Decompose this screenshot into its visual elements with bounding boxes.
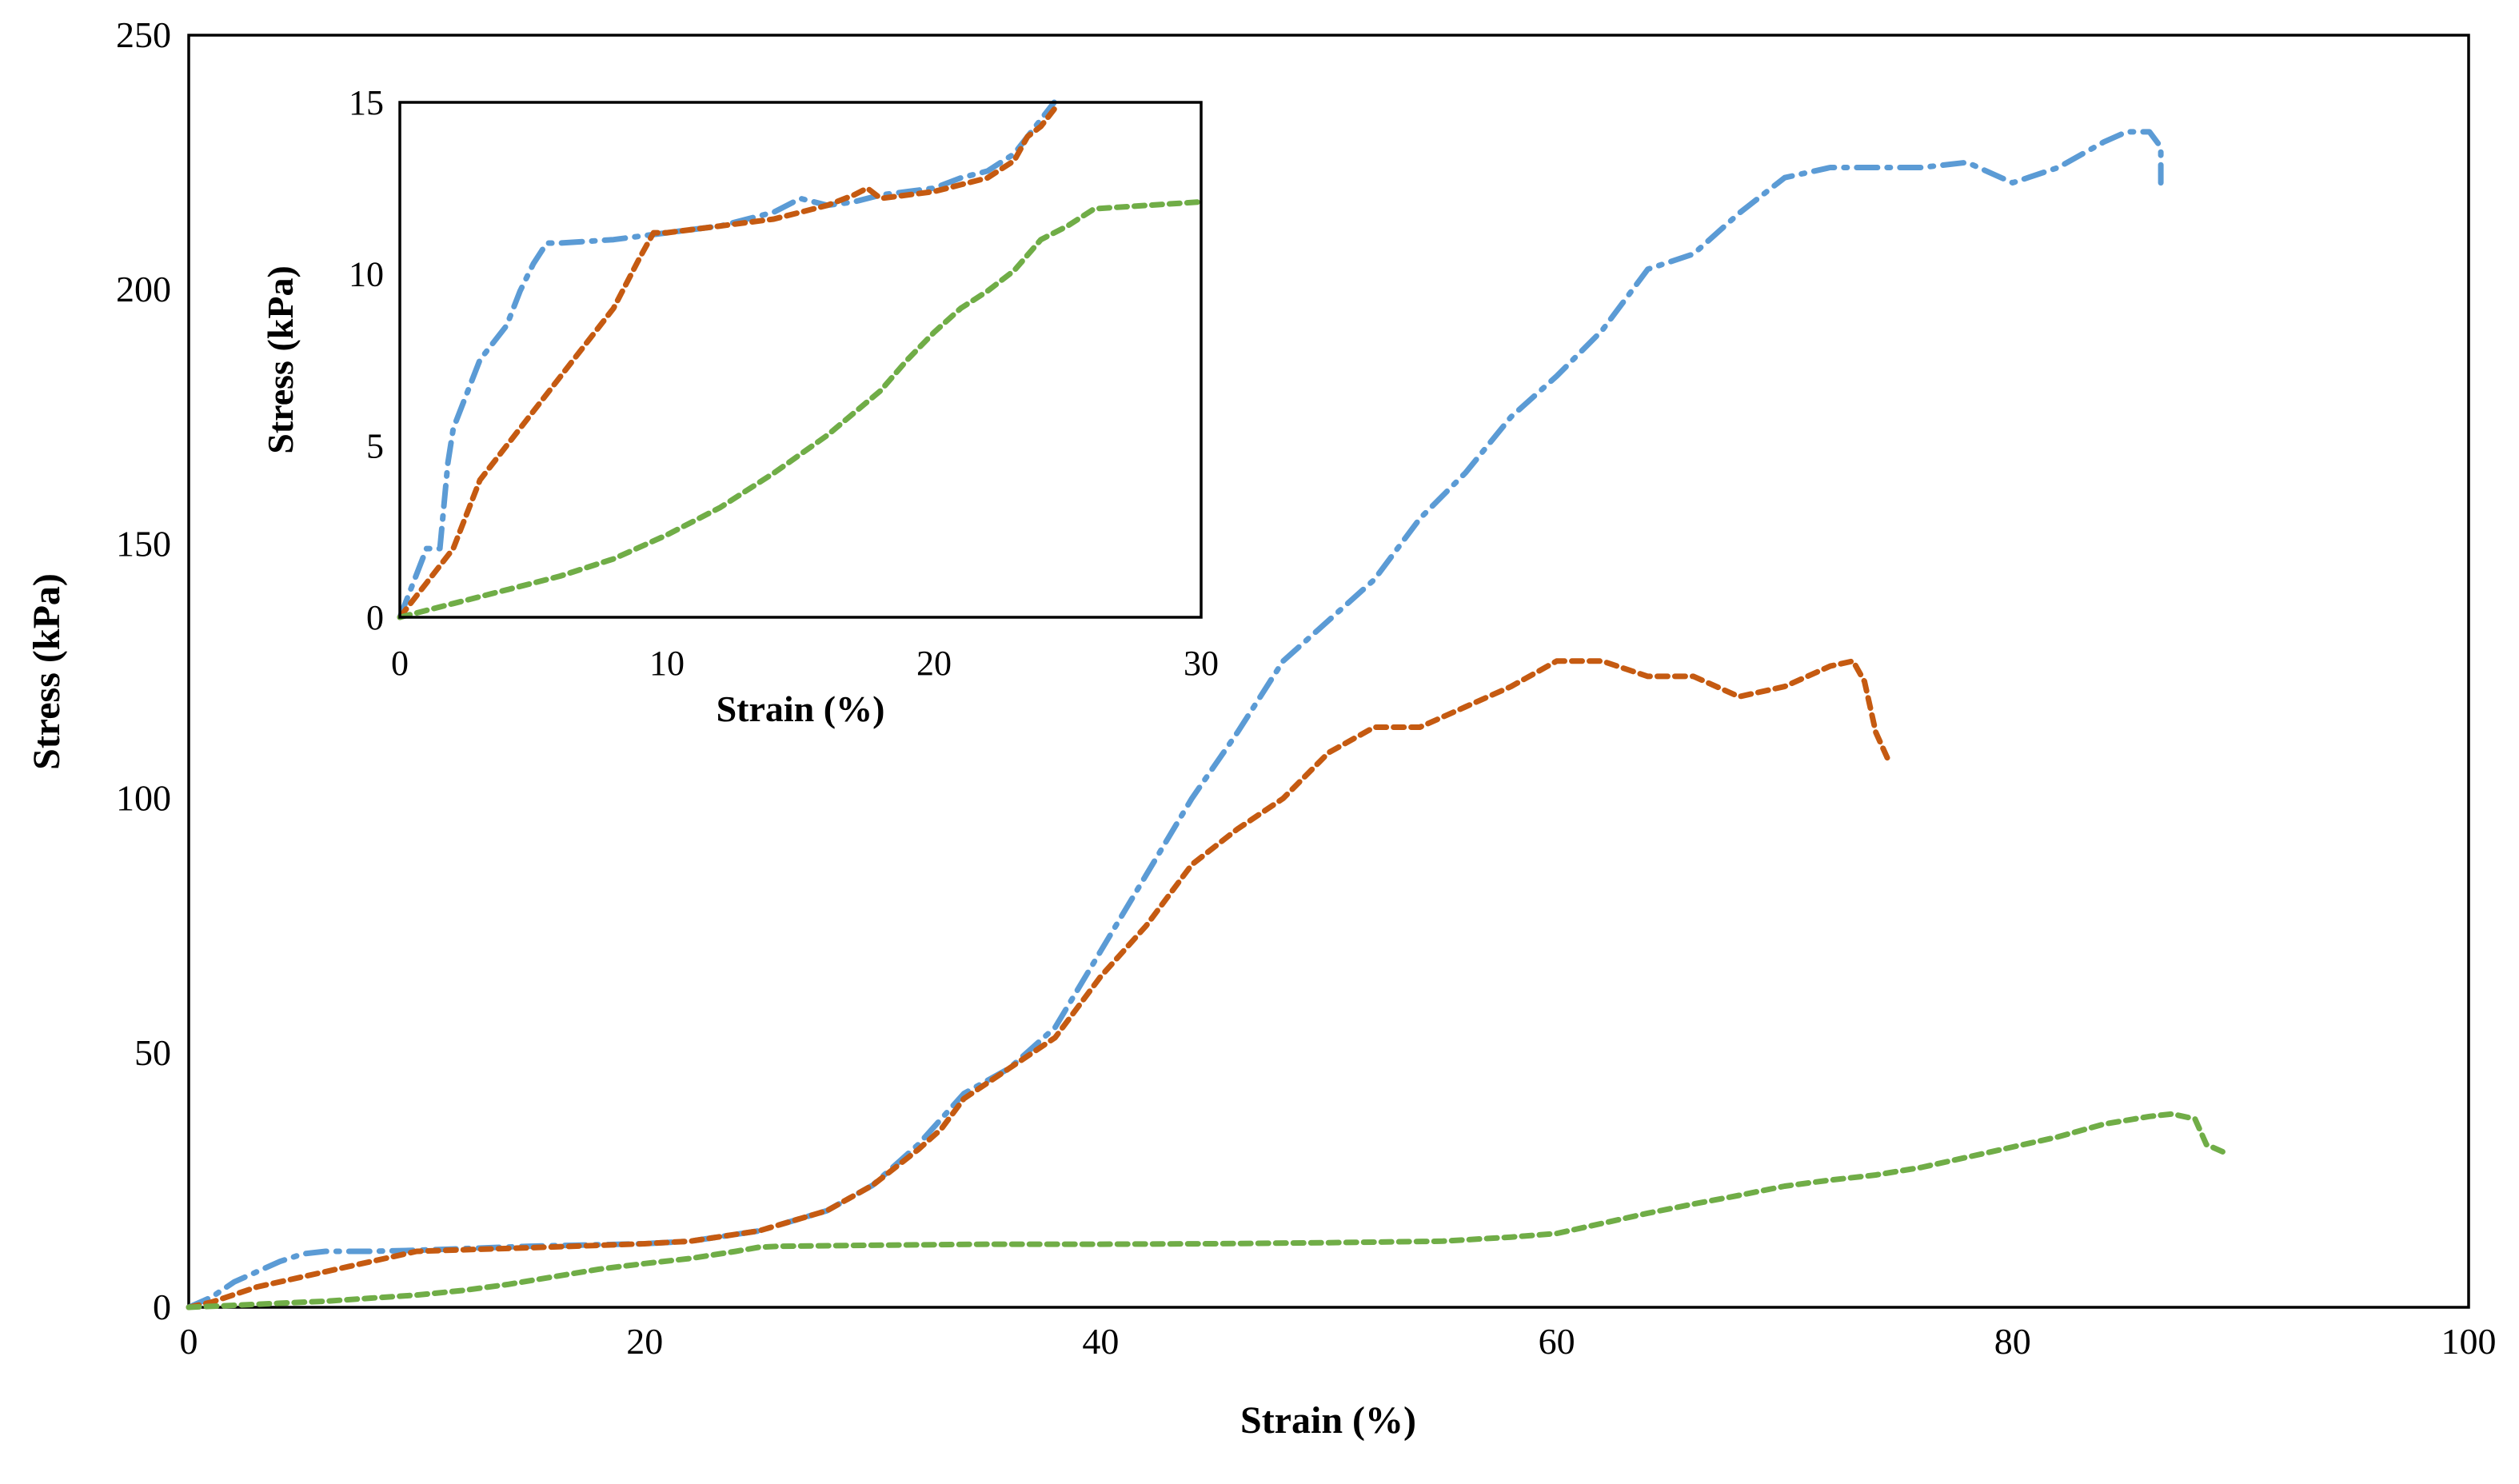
main-x-tick-label: 60 <box>1539 1321 1575 1362</box>
inset-y-tick-labels: 0 5 10 15 <box>349 83 384 637</box>
inset-x-tick-labels: 0 10 20 30 <box>391 644 1219 683</box>
inset-x-tick-label: 0 <box>391 644 409 683</box>
main-series-group <box>186 129 2233 1310</box>
inset-x-tick-label: 10 <box>649 644 685 683</box>
inset-series-group <box>397 99 1204 620</box>
inset-series-line-70ad47 <box>397 199 1204 620</box>
main-y-tick-label: 100 <box>116 778 171 819</box>
inset-series-line-c55a11 <box>397 106 1057 620</box>
inset-x-tick-label: 30 <box>1184 644 1219 683</box>
main-y-tick-label: 150 <box>116 523 171 564</box>
inset-x-axis-title: Strain (%) <box>717 688 885 729</box>
inset-y-tick-label: 5 <box>366 426 384 465</box>
main-y-tick-label: 50 <box>134 1032 171 1073</box>
main-x-tick-labels: 0 20 40 60 80 100 <box>180 1321 2497 1362</box>
main-x-tick-label: 20 <box>626 1321 663 1362</box>
main-y-tick-label: 250 <box>116 14 171 55</box>
inset-y-axis-title: Stress (kPa) <box>260 265 301 454</box>
inset-x-tick-label: 20 <box>916 644 952 683</box>
main-x-tick-label: 0 <box>180 1321 198 1362</box>
inset-y-tick-label: 15 <box>349 83 384 122</box>
main-plot-frame <box>187 34 2470 1309</box>
main-x-tick-label: 80 <box>1994 1321 2031 1362</box>
inset-plot-frame <box>398 101 1203 619</box>
main-y-axis-title: Stress (kPa) <box>26 573 68 770</box>
main-y-tick-label: 200 <box>116 269 171 309</box>
inset-y-tick-label: 0 <box>366 598 384 637</box>
inset-series-line-5b9bd5 <box>397 99 1057 620</box>
main-x-tick-label: 100 <box>2441 1321 2497 1362</box>
inset-chart: 0 10 20 30 0 5 10 15 Strain (%) Stress (kPa) <box>260 83 1219 729</box>
inset-y-tick-label: 10 <box>349 255 384 294</box>
main-x-axis-title: Strain (%) <box>1240 1399 1416 1442</box>
main-x-tick-label: 40 <box>1082 1321 1119 1362</box>
main-series-line-70ad47 <box>186 1111 2233 1310</box>
main-y-tick-labels: 0 50 100 150 200 250 <box>116 14 171 1327</box>
main-series-line-c55a11 <box>186 658 1890 1310</box>
inset-background <box>400 102 1201 617</box>
main-y-tick-label: 0 <box>153 1287 171 1327</box>
